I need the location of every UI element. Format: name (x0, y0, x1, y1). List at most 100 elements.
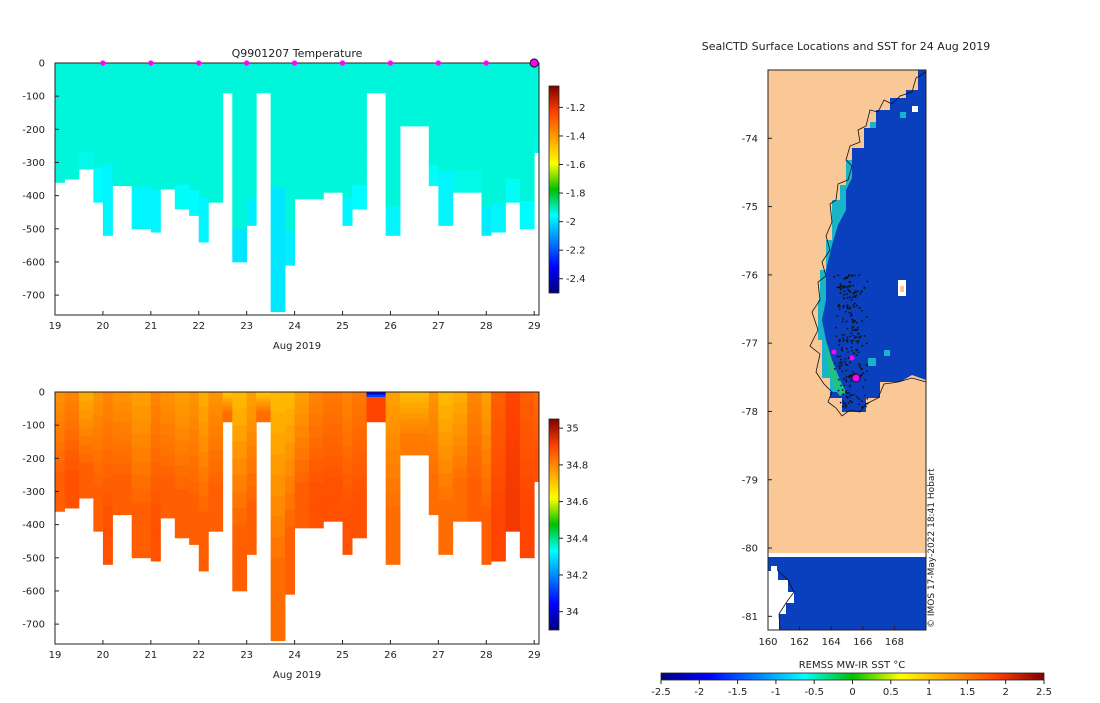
section-cell (323, 413, 343, 425)
section-cell (452, 435, 468, 447)
section-cell (342, 405, 353, 420)
section-cell (285, 459, 296, 477)
track-point (839, 358, 842, 361)
section-cell (385, 463, 401, 479)
section-cell (428, 134, 439, 146)
section-cell (534, 392, 539, 400)
section-cell (131, 173, 152, 188)
section-cell (438, 473, 454, 488)
section-cell (222, 394, 233, 398)
track-point (842, 337, 844, 340)
section-cell (400, 73, 415, 80)
track-point (863, 394, 866, 397)
section-cell (342, 432, 353, 447)
section-cell (438, 184, 454, 199)
track-point (840, 384, 843, 387)
section-cell (285, 130, 296, 148)
section-cell (246, 392, 257, 406)
track-point (865, 315, 868, 318)
section-cell (519, 543, 535, 559)
track-point (857, 290, 860, 293)
section-cell (78, 489, 94, 499)
section-cell (467, 456, 482, 468)
section-cell (93, 450, 104, 463)
section-cell (189, 531, 200, 545)
salinity-x-ticks: 19 20 21 22 23 24 25 26 27 28 29 (49, 640, 541, 661)
section-cell (519, 433, 535, 448)
section-cell (352, 513, 367, 527)
section-cell (160, 497, 176, 508)
track-point (846, 306, 848, 309)
section-cell (112, 463, 133, 475)
section-cell (519, 502, 535, 517)
section-cell (256, 70, 272, 74)
section-cell (505, 473, 521, 486)
y-tick-label: -400 (22, 520, 45, 531)
section-cell (342, 144, 353, 159)
section-cell (174, 196, 190, 210)
section-cell (352, 452, 367, 466)
section-cell (232, 474, 248, 492)
section-cell (452, 413, 468, 425)
section-cell (160, 168, 176, 179)
lat-tick-label: -81 (742, 612, 758, 623)
section-cell (505, 167, 521, 180)
section-cell (222, 90, 233, 94)
track-point (852, 325, 855, 328)
section-cell (174, 111, 190, 125)
section-cell (93, 167, 104, 180)
section-cell (352, 160, 367, 173)
section-cell (534, 70, 539, 79)
section-cell (385, 449, 401, 465)
section-cell (246, 211, 257, 226)
track-point (851, 326, 854, 329)
colorbar-tick-label: 34 (566, 607, 579, 618)
section-cell (519, 201, 535, 216)
section-cell (150, 203, 161, 219)
section-cell (366, 63, 387, 66)
section-cell (452, 95, 468, 107)
track-point (863, 335, 866, 337)
section-cell (285, 113, 296, 131)
section-cell (294, 119, 310, 132)
section-cell (232, 508, 248, 526)
section-cell (308, 493, 324, 506)
section-cell (131, 447, 152, 462)
section-cell (198, 212, 209, 228)
section-cell (294, 459, 310, 472)
section-cell (208, 109, 224, 122)
section-cell (534, 107, 539, 116)
section-cell (102, 392, 113, 407)
track-point (839, 283, 842, 285)
section-cell (400, 413, 415, 419)
section-cell (491, 175, 506, 191)
lat-tick-label: -80 (742, 544, 758, 555)
track-point (838, 344, 841, 347)
section-cell (505, 63, 521, 76)
section-cell (232, 541, 248, 559)
section-cell (366, 404, 387, 408)
section-cell (308, 482, 324, 495)
section-cell (174, 75, 190, 88)
section-cell (150, 434, 161, 449)
section-cell (352, 196, 367, 210)
track-point (858, 307, 861, 310)
section-cell (491, 547, 506, 562)
section-cell (160, 444, 176, 456)
ross-sea-ice-region (818, 70, 926, 412)
section-cell (131, 516, 152, 531)
section-cell (102, 163, 113, 179)
track-point (851, 318, 853, 321)
track-point (843, 285, 846, 287)
section-cell (400, 428, 415, 435)
section-cell (270, 290, 286, 313)
track-point (857, 326, 859, 329)
track-point (833, 367, 836, 370)
track-point (856, 349, 858, 352)
track-point (846, 276, 849, 279)
section-cell (308, 164, 324, 177)
section-cell (342, 459, 353, 474)
section-cell (55, 112, 65, 124)
section-cell (414, 94, 430, 101)
section-cell (222, 70, 233, 74)
